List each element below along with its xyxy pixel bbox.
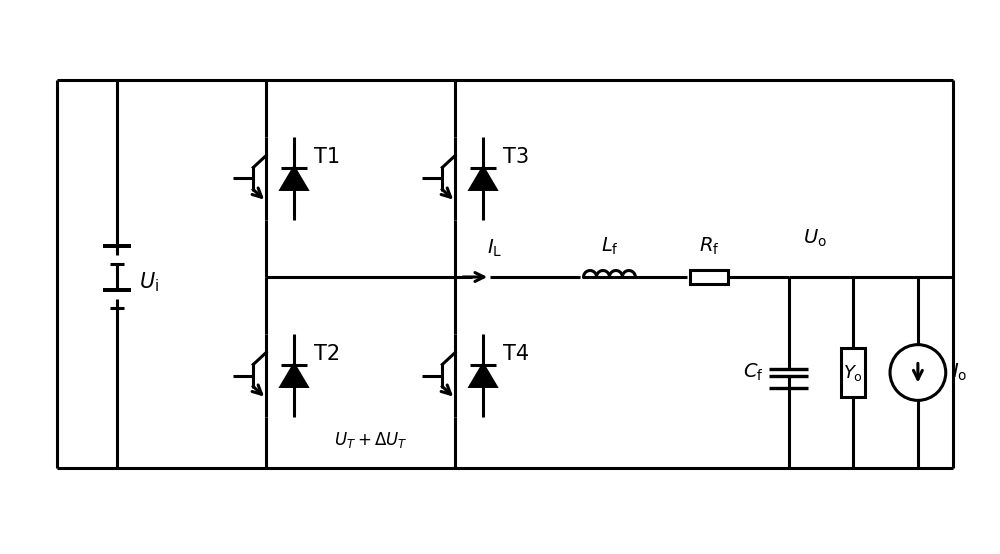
- Text: $U_T+\Delta U_T$: $U_T+\Delta U_T$: [334, 430, 407, 450]
- Polygon shape: [470, 365, 496, 387]
- Text: T4: T4: [503, 343, 529, 363]
- Text: T2: T2: [314, 343, 340, 363]
- Text: $U_{\rm i}$: $U_{\rm i}$: [139, 270, 159, 294]
- Text: T3: T3: [503, 147, 529, 167]
- Text: $U_{\rm o}$: $U_{\rm o}$: [803, 228, 827, 249]
- Polygon shape: [281, 167, 307, 189]
- Text: $I_{\rm L}$: $I_{\rm L}$: [487, 238, 502, 259]
- Text: $C_{\rm f}$: $C_{\rm f}$: [743, 362, 764, 383]
- Text: $R_{\rm f}$: $R_{\rm f}$: [699, 236, 719, 257]
- Polygon shape: [281, 365, 307, 387]
- Text: $Y_{\rm o}$: $Y_{\rm o}$: [843, 362, 863, 382]
- Bar: [841, 348, 865, 397]
- Bar: [690, 270, 728, 284]
- Text: T1: T1: [314, 147, 340, 167]
- Text: $I_{\rm o}$: $I_{\rm o}$: [952, 362, 967, 383]
- Text: $L_{\rm f}$: $L_{\rm f}$: [601, 236, 618, 257]
- Polygon shape: [470, 167, 496, 189]
